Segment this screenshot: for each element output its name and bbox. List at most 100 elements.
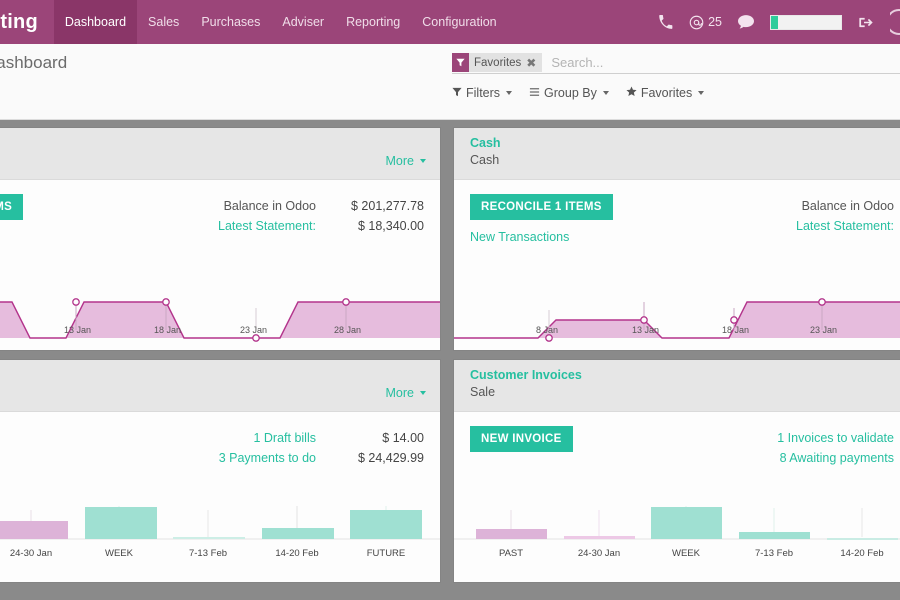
card-stats: Balance in Odoo Latest Statement: [796,196,894,236]
aging-bar-chart: 24-30 Jan WEEK 7-13 Feb 14-20 Feb FUTURE [0,482,440,582]
journal-card-cash[interactable]: Cash Cash RECONCILE 1 ITEMS New Transact… [454,128,900,350]
svg-text:28 Jan: 28 Jan [334,325,361,335]
filter-funnel-icon [452,53,469,72]
stat-row[interactable]: 1 Invoices to validate [777,428,894,448]
svg-text:24-30 Jan: 24-30 Jan [10,548,52,559]
stat-value: $ 18,340.00 [357,219,424,233]
stat-label[interactable]: 1 Invoices to validate [777,431,894,445]
svg-text:8 Jan: 8 Jan [536,325,558,335]
mentions-counter[interactable]: 25 [689,15,722,30]
svg-text:PAST: PAST [499,548,523,559]
stat-label[interactable]: 3 Payments to do [218,451,316,465]
svg-text:7-13 Feb: 7-13 Feb [755,548,793,559]
favorites-label: Favorites [640,86,693,100]
menu-item-configuration[interactable]: Configuration [422,15,497,29]
filters-label: Filters [466,86,501,100]
new-invoice-button[interactable]: NEW INVOICE [470,426,573,452]
more-label: More [385,154,414,168]
stat-label: Balance in Odoo [223,199,316,213]
mentions-count: 25 [708,15,722,29]
facet-label: Favorites [474,56,522,69]
funnel-icon [452,86,462,100]
more-dropdown[interactable]: More [386,386,426,400]
list-lines-icon [529,86,540,100]
chevron-down-icon [506,91,513,95]
stat-row[interactable]: 1 Draft bills $ 14.00 [219,428,424,448]
card-subtitle: Sale [470,385,496,399]
sync-progress-bar[interactable] [770,14,842,30]
groupby-label: Group By [544,86,597,100]
balance-area-chart: 8 Jan 13 Jan 18 Jan 23 Jan 2 [454,280,900,350]
menu-item-purchases[interactable]: Purchases [201,15,261,29]
reconcile-button[interactable]: RECONCILE 1 ITEMS [470,194,613,220]
menu-item-dashboard[interactable]: Dashboard [53,0,138,44]
card-title[interactable]: Customer Invoices [470,368,582,382]
card-body: 1 Draft bills $ 14.00 3 Payments to do $… [0,412,440,512]
chevron-down-icon [602,91,609,95]
aging-bar-chart: PAST 24-30 Jan WEEK 7-13 Feb 14-20 Feb [454,482,900,582]
stat-label[interactable]: 1 Draft bills [253,431,316,445]
svg-text:WEEK: WEEK [672,548,701,559]
card-stats: 1 Invoices to validate 8 Awaiting paymen… [777,428,894,468]
menu-item-reporting[interactable]: Reporting [346,15,401,29]
svg-text:23 Jan: 23 Jan [810,325,837,335]
menu-item-adviser[interactable]: Adviser [282,15,325,29]
chat-bubble-icon[interactable] [738,14,754,30]
svg-text:14-20 Feb: 14-20 Feb [275,548,318,559]
user-avatar[interactable] [890,9,900,35]
chevron-down-icon [698,91,705,95]
card-body: RECONCILE 1 ITEMS New Transactions Balan… [454,180,900,280]
breadcrumb[interactable]: Dashboard [0,53,68,72]
phone-icon[interactable] [658,14,673,30]
journal-card-bank[interactable]: More TEMS Balance in Odoo $ 201,277.78 L… [0,128,440,350]
svg-text:WEEK: WEEK [105,548,134,559]
groupby-dropdown[interactable]: Group By [529,86,609,100]
svg-text:13 Jan: 13 Jan [632,325,659,335]
stat-row[interactable]: Balance in Odoo [796,196,894,216]
app-brand-title[interactable]: nting [0,10,38,33]
search-box[interactable]: Favorites ✖ [452,52,900,74]
card-header: More [0,360,440,412]
facet-close-icon[interactable]: ✖ [526,55,537,70]
svg-text:14-20 Feb: 14-20 Feb [840,548,883,559]
stat-row[interactable]: Balance in Odoo $ 201,277.78 [218,196,424,216]
sign-out-icon[interactable] [858,15,874,30]
stat-label: Balance in Odoo [801,199,894,213]
card-body: NEW INVOICE 1 Invoices to validate 8 Awa… [454,412,900,512]
new-transactions-link[interactable]: New Transactions [470,230,570,244]
card-stats: 1 Draft bills $ 14.00 3 Payments to do $… [219,428,424,468]
search-input[interactable] [551,52,900,73]
stat-label[interactable]: Latest Statement: [218,219,316,233]
control-panel: Dashboard Favorites ✖ [0,44,900,120]
stat-label[interactable]: Latest Statement: [796,219,894,233]
stat-row[interactable]: 8 Awaiting payments [777,448,894,468]
stat-value: $ 14.00 [382,431,424,445]
stat-row[interactable]: Latest Statement: $ 18,340.00 [218,216,424,236]
card-stats: Balance in Odoo $ 201,277.78 Latest Stat… [218,196,424,236]
navbar-right-tools: 25 [658,0,900,44]
main-menu: Dashboard Sales Purchases Adviser Report… [53,0,508,44]
reconcile-button[interactable]: TEMS [0,194,24,220]
card-title[interactable]: Cash [470,136,501,150]
svg-text:18 Jan: 18 Jan [722,325,749,335]
stat-row[interactable]: Latest Statement: [796,216,894,236]
menu-item-sales[interactable]: Sales [148,15,180,29]
search-area: Favorites ✖ [452,52,900,74]
stat-value: $ 24,429.99 [357,451,424,465]
chevron-down-icon [420,391,426,395]
search-facet-favorites[interactable]: Favorites ✖ [452,53,543,72]
stat-row[interactable]: 3 Payments to do $ 24,429.99 [219,448,424,468]
journal-card-customer-invoices[interactable]: Customer Invoices Sale NEW INVOICE 1 Inv… [454,360,900,582]
favorites-dropdown[interactable]: Favorites [626,86,705,100]
filters-dropdown[interactable]: Filters [452,86,513,100]
more-dropdown[interactable]: More [386,154,426,168]
svg-text:24-30 Jan: 24-30 Jan [578,548,620,559]
filter-toolbar: Filters Group By Favorites [452,86,705,100]
journal-card-vendor-bills[interactable]: More 1 Draft bills $ 14.00 3 Payments to… [0,360,440,582]
svg-text:FUTURE: FUTURE [367,548,406,559]
svg-text:13 Jan: 13 Jan [64,325,91,335]
svg-text:18 Jan: 18 Jan [154,325,181,335]
stat-label[interactable]: 8 Awaiting payments [779,451,894,465]
svg-text:23 Jan: 23 Jan [240,325,267,335]
